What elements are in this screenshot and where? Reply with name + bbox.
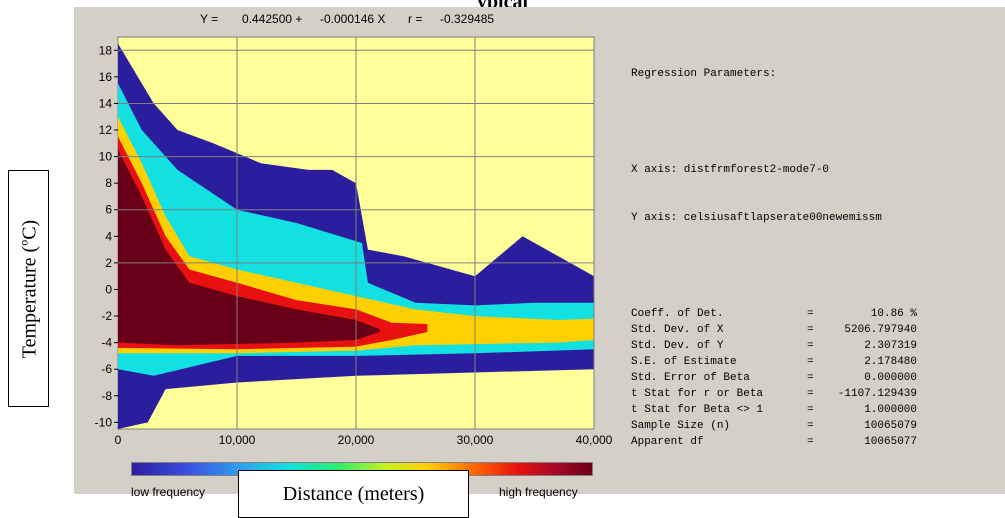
regression-stat-value: 0.000000 — [864, 372, 917, 384]
regression-stat-row: Std. Dev. of X = 5206.797940 — [631, 322, 917, 338]
regression-parameters-panel: Regression Parameters: X axis: distfrmfo… — [631, 34, 917, 466]
y-tick-label: 18 — [99, 43, 113, 57]
regression-stats-list: Coeff. of Det. = 10.86 % Std. Dev. of X = 520… — [631, 306, 917, 450]
regression-stat-equals: = — [807, 388, 814, 400]
y-axis-label: Temperature (oC) — [16, 219, 41, 357]
y-tick-label: 0 — [105, 282, 112, 296]
regression-equation: Y = 0.442500 + -0.000146 X r = -0.329485 — [200, 12, 494, 26]
regression-stat-row: t Stat for Beta <> 1 = 1.000000 — [631, 402, 917, 418]
regression-stat-value: 10.86 % — [870, 308, 917, 320]
regression-y-axis: Y axis: celsiusaftlapserate00newemissm — [631, 212, 882, 224]
regression-stat-label: t Stat for r or Beta — [631, 388, 764, 400]
regression-stat-label: Std. Dev. of Y — [631, 340, 724, 352]
regression-stat-row: Std. Dev. of Y = 2.307319 — [631, 338, 917, 354]
regression-stat-value: -1107.129439 — [837, 388, 917, 400]
regression-stat-value: 2.178480 — [864, 356, 917, 368]
x-axis-label-box: Distance (meters) — [238, 470, 469, 518]
regression-stat-row: Std. Error of Beta = 0.000000 — [631, 370, 917, 386]
regression-stat-equals: = — [807, 420, 814, 432]
regression-stat-row: Apparent df = 10065077 — [631, 434, 917, 450]
equation-r-label: r = — [408, 12, 423, 26]
regression-stat-row: S.E. of Estimate = 2.178480 — [631, 354, 917, 370]
regression-stat-value: 1.000000 — [864, 404, 917, 416]
x-tick-label: 40,000 — [576, 433, 613, 447]
equation-intercept: 0.442500 + — [242, 12, 303, 26]
regression-x-axis: X axis: distfrmforest2-mode7-0 — [631, 164, 830, 176]
regression-stat-equals: = — [807, 340, 814, 352]
y-tick-label: -2 — [101, 309, 112, 323]
regression-stat-label: S.E. of Estimate — [631, 356, 737, 368]
regression-stat-label: Apparent df — [631, 436, 704, 448]
axis-ticks: 0 10,000 20,000 30,000 40,000 -10 -8 -6 -4 -2 0 2 4 6… — [95, 43, 613, 447]
x-tick-label: 0 — [115, 433, 122, 447]
density-band-very-high — [118, 149, 380, 346]
regression-stat-equals: = — [807, 324, 814, 336]
y-tick-label: 4 — [105, 229, 112, 243]
y-tick-label: 16 — [99, 70, 113, 84]
regression-stat-row: Coeff. of Det. = 10.86 % — [631, 306, 917, 322]
x-tick-label: 10,000 — [219, 433, 256, 447]
regression-stat-equals: = — [807, 404, 814, 416]
regression-stat-value: 10065077 — [864, 436, 917, 448]
y-tick-label: -8 — [101, 389, 112, 403]
regression-stat-label: Sample Size (n) — [631, 420, 731, 432]
regression-stat-label: t Stat for Beta <> 1 — [631, 404, 764, 416]
y-axis-label-text: Temperature ( — [17, 245, 40, 358]
regression-stat-equals: = — [807, 436, 814, 448]
equation-y-label: Y = — [200, 12, 219, 26]
equation-r-value: -0.329485 — [440, 12, 495, 26]
x-tick-label: 30,000 — [457, 433, 494, 447]
regression-stat-value: 2.307319 — [864, 340, 917, 352]
grid-lines — [118, 37, 595, 429]
y-tick-label: 10 — [99, 150, 113, 164]
colorbar-low-label: low frequency — [131, 485, 206, 499]
regression-stat-label: Std. Dev. of X — [631, 324, 724, 336]
regression-stat-equals: = — [807, 308, 814, 320]
y-tick-label: 12 — [99, 123, 113, 137]
x-axis-label: Distance (meters) — [282, 483, 425, 505]
equation-slope: -0.000146 X — [320, 12, 386, 26]
regression-stat-value: 10065079 — [864, 420, 917, 432]
regression-stat-row: Sample Size (n) = 10065079 — [631, 418, 917, 434]
regression-stat-row: t Stat for r or Beta = -1107.129439 — [631, 386, 917, 402]
y-axis-label-box: Temperature (oC) — [8, 170, 49, 407]
y-tick-label: 2 — [105, 256, 112, 270]
colorbar-high-label: high frequency — [499, 485, 578, 499]
regression-heading: Regression Parameters: — [631, 68, 777, 80]
regression-spacer — [631, 258, 917, 274]
y-tick-label: 6 — [105, 203, 112, 217]
y-axis-label-unit: C) — [17, 219, 40, 240]
y-tick-label: 8 — [105, 176, 112, 190]
regression-stat-label: Coeff. of Det. — [631, 308, 724, 320]
y-tick-label: 14 — [99, 96, 113, 110]
regression-stat-equals: = — [807, 356, 814, 368]
regression-spacer — [631, 114, 917, 130]
regression-stat-equals: = — [807, 372, 814, 384]
y-tick-label: -4 — [101, 336, 112, 350]
regression-stat-value: 5206.797940 — [844, 324, 917, 336]
y-tick-label: -10 — [95, 415, 113, 429]
x-tick-label: 20,000 — [338, 433, 375, 447]
y-tick-label: -6 — [101, 362, 112, 376]
regression-stat-label: Std. Error of Beta — [631, 372, 750, 384]
